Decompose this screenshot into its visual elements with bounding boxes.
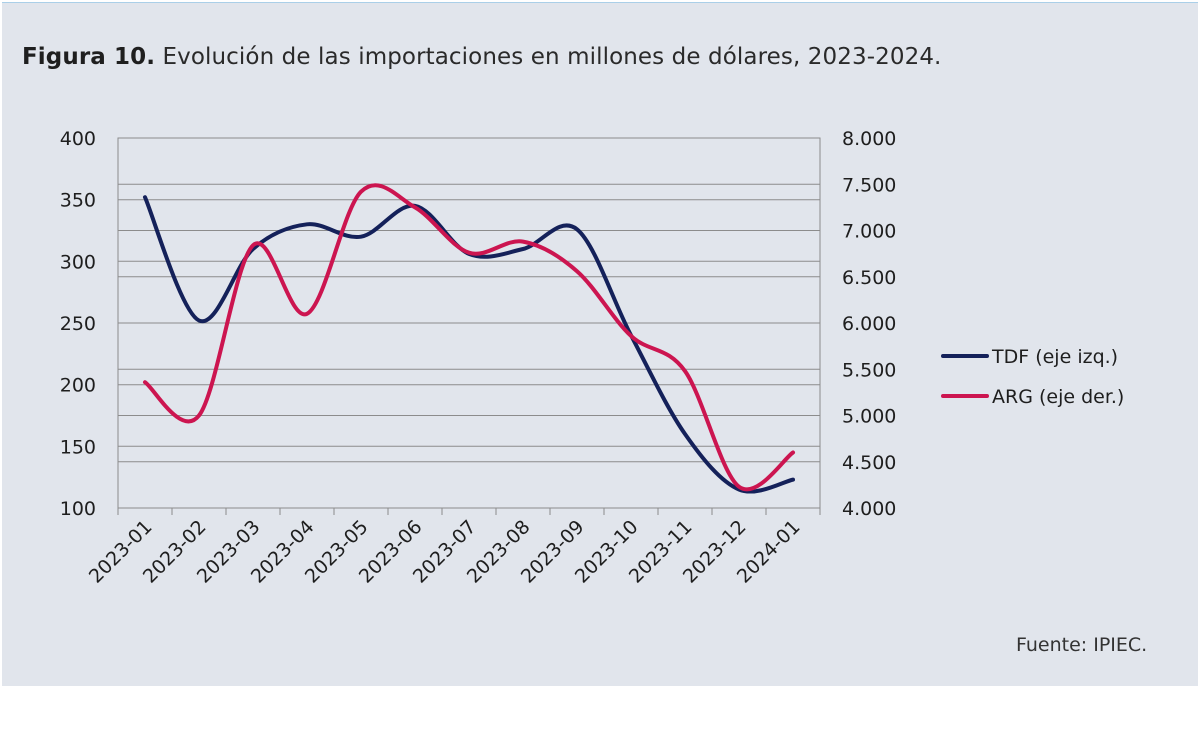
figure-title-text: Evolución de las importaciones en millon…: [162, 44, 942, 70]
figure-panel: [2, 2, 1198, 686]
y-right-tick-label: 8.000: [842, 128, 896, 150]
figure-title-bold: Figura 10.: [22, 44, 156, 70]
y-left-tick-label: 250: [60, 313, 96, 335]
series-line-tdf: [143, 195, 795, 494]
y-right-tick-label: 5.500: [842, 359, 896, 381]
y-left-tick-label: 100: [60, 498, 96, 520]
y-left-tick-label: 350: [60, 190, 96, 212]
y-left-tick-label: 400: [60, 128, 96, 150]
y-right-tick-label: 6.000: [842, 313, 896, 335]
legend-label: ARG (eje der.): [992, 386, 1124, 408]
chart-legend: TDF (eje izq.) ARG (eje der.): [941, 346, 1124, 408]
figure-title: Figura 10. Evolución de las importacione…: [22, 44, 941, 70]
y-left-tick-label: 300: [60, 251, 96, 273]
y-right-tick-label: 4.000: [842, 498, 896, 520]
y-right-tick-label: 4.500: [842, 452, 896, 474]
y-left-tick-label: 150: [60, 436, 96, 458]
chart-series: [143, 183, 795, 494]
grid-lines: [117, 137, 821, 509]
plot-frame: [117, 137, 821, 509]
figure-source: Fuente: IPIEC.: [1016, 634, 1148, 656]
y-right-tick-label: 7.500: [842, 174, 896, 196]
y-right-tick-label: 5.000: [842, 406, 896, 428]
series-line-arg: [143, 183, 795, 492]
chart-axes: 100 150 200 250 300 350 400 4.000 4.500 5.000 5.50…: [60, 128, 897, 588]
y-right-tick-label: 7.000: [842, 221, 896, 243]
y-right-tick-label: 6.500: [842, 267, 896, 289]
y-left-tick-label: 200: [60, 375, 96, 397]
legend-label: TDF (eje izq.): [991, 346, 1118, 368]
